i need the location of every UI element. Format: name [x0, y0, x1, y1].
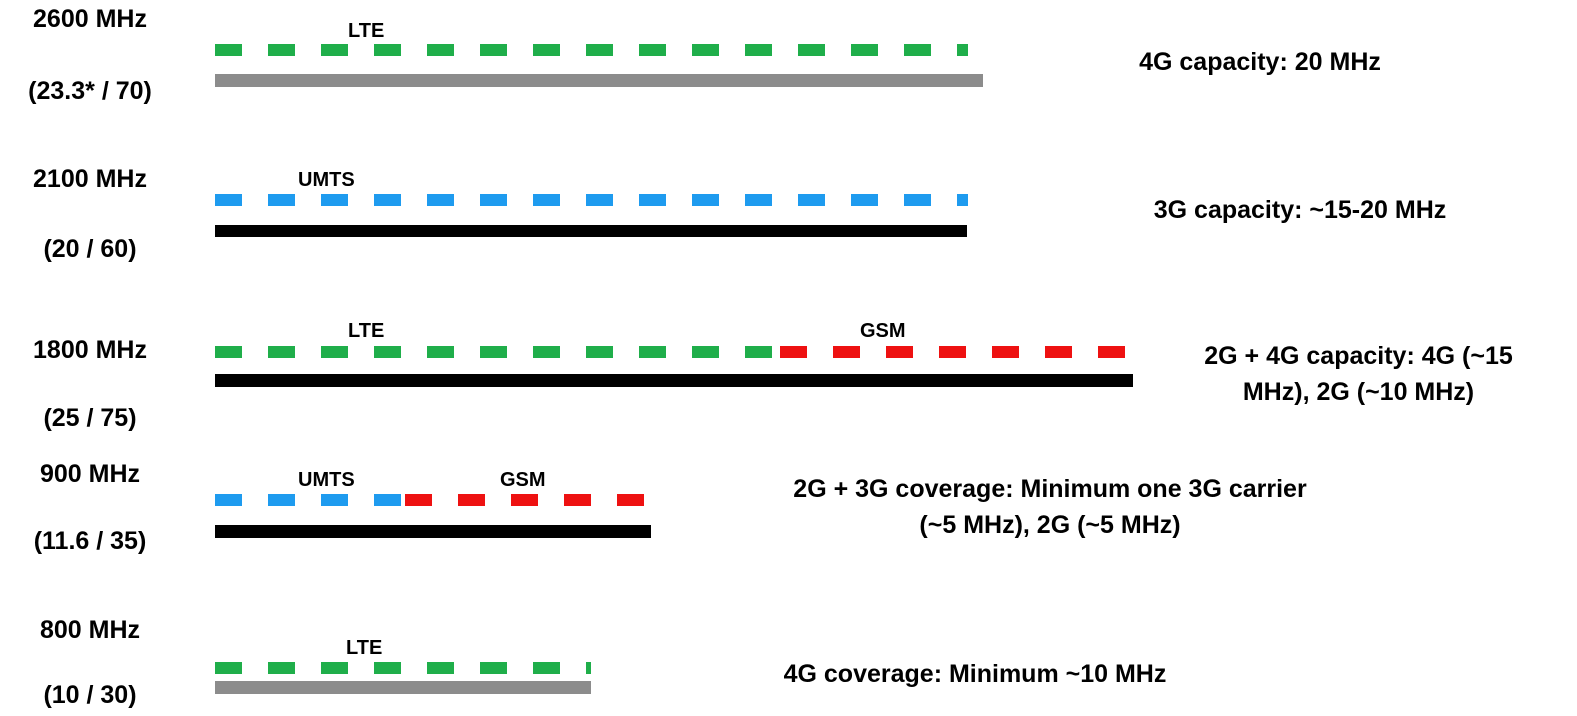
dashed-carrier-umts-segment	[268, 494, 295, 506]
dashed-carrier-lte-segment	[798, 44, 825, 56]
dashed-carrier-gsm-segment	[939, 346, 966, 358]
dashed-carrier-lte-segment	[533, 662, 560, 674]
dashed-carrier-lte-segment	[321, 44, 348, 56]
spectrum-bar	[215, 525, 651, 538]
dashed-carrier-lte-segment	[321, 662, 348, 674]
dashed-carrier-lte-segment	[586, 662, 591, 674]
dashed-carrier-lte-segment	[533, 346, 560, 358]
dashed-carrier-umts-segment	[904, 194, 931, 206]
dashed-carrier-gsm-segment	[833, 346, 860, 358]
tech-label-umts: UMTS	[298, 469, 355, 491]
tech-label-umts: UMTS	[298, 169, 355, 191]
dashed-carrier-lte-segment	[480, 346, 507, 358]
dashed-carrier-lte-segment	[480, 44, 507, 56]
dashed-carrier-umts-segment	[427, 194, 454, 206]
tech-label-lte: LTE	[346, 637, 383, 659]
band-frequency-label: 2100 MHz	[33, 165, 147, 193]
band-holding-label: (10 / 30)	[43, 681, 137, 709]
dashed-carrier-gsm-segment	[780, 346, 807, 358]
dashed-carrier-lte-segment	[745, 44, 772, 56]
dashed-carrier-umts-segment	[586, 194, 613, 206]
dashed-carrier-umts-segment	[215, 494, 242, 506]
band-frequency-label: 1800 MHz	[33, 336, 147, 364]
band-description-line: 3G capacity: ~15-20 MHz	[1153, 196, 1447, 224]
dashed-carrier-umts-segment	[321, 494, 348, 506]
band-description-line: (~5 MHz), 2G (~5 MHz)	[919, 511, 1181, 539]
dashed-carrier-gsm-segment	[992, 346, 1019, 358]
dashed-carrier-gsm-segment	[1098, 346, 1125, 358]
dashed-carrier-gsm-segment	[405, 494, 432, 506]
dashed-carrier-lte-segment	[215, 346, 242, 358]
dashed-carrier-gsm-segment	[458, 494, 485, 506]
tech-label-gsm: GSM	[500, 469, 546, 491]
dashed-carrier-lte-segment	[215, 662, 242, 674]
dashed-carrier-lte-segment	[215, 44, 242, 56]
tech-label-lte: LTE	[348, 20, 385, 42]
band-holding-label: (11.6 / 35)	[33, 527, 147, 555]
dashed-carrier-umts-segment	[798, 194, 825, 206]
band-frequency-label: 2600 MHz	[33, 5, 147, 33]
band-description: 2G + 3G coverage: Minimum one 3G carrier…	[690, 471, 1410, 543]
dashed-carrier-lte-segment	[427, 44, 454, 56]
dashed-carrier-lte-segment	[745, 346, 772, 358]
band-description: 4G capacity: 20 MHz	[1040, 44, 1480, 80]
band-holding-label: (25 / 75)	[43, 404, 137, 432]
tech-label-lte: LTE	[348, 320, 385, 342]
dashed-carrier-lte-segment	[427, 346, 454, 358]
dashed-carrier-umts-segment	[533, 194, 560, 206]
dashed-carrier-gsm-segment	[1045, 346, 1072, 358]
band-description-line: 4G coverage: Minimum ~10 MHz	[783, 660, 1167, 688]
band-description-line: MHz), 2G (~10 MHz)	[1242, 378, 1475, 406]
dashed-carrier-umts-segment	[639, 194, 666, 206]
dashed-carrier-lte-segment	[851, 44, 878, 56]
dashed-carrier-lte-segment	[268, 44, 295, 56]
band-description-line: 2G + 3G coverage: Minimum one 3G carrier	[793, 475, 1307, 503]
dashed-carrier-umts-segment	[215, 194, 242, 206]
dashed-carrier-lte-segment	[692, 346, 719, 358]
dashed-carrier-umts-segment	[692, 194, 719, 206]
dashed-carrier-lte-segment	[692, 44, 719, 56]
dashed-carrier-lte-segment	[374, 662, 401, 674]
dashed-carrier-gsm-segment	[511, 494, 538, 506]
dashed-carrier-gsm-segment	[886, 346, 913, 358]
dashed-carrier-lte-segment	[374, 44, 401, 56]
dashed-carrier-lte-segment	[639, 346, 666, 358]
dashed-carrier-umts-segment	[374, 494, 401, 506]
tech-label-gsm: GSM	[860, 320, 906, 342]
dashed-carrier-umts-segment	[745, 194, 772, 206]
dashed-carrier-lte-segment	[639, 44, 666, 56]
spectrum-bar	[215, 74, 983, 87]
dashed-carrier-gsm-segment	[564, 494, 591, 506]
dashed-carrier-umts-segment	[957, 194, 968, 206]
dashed-carrier-lte-segment	[586, 346, 613, 358]
band-description: 2G + 4G capacity: 4G (~15 MHz), 2G (~10 …	[1140, 338, 1577, 410]
dashed-carrier-lte-segment	[904, 44, 931, 56]
band-description: 4G coverage: Minimum ~10 MHz	[700, 656, 1250, 692]
spectrum-bar	[215, 374, 1133, 387]
dashed-carrier-lte-segment	[533, 44, 560, 56]
band-frequency-label: 800 MHz	[39, 616, 141, 644]
dashed-carrier-umts-segment	[268, 194, 295, 206]
band-holding-label: (23.3* / 70)	[28, 77, 152, 105]
dashed-carrier-lte-segment	[268, 662, 295, 674]
band-description: 3G capacity: ~15-20 MHz	[1080, 192, 1520, 228]
dashed-carrier-umts-segment	[321, 194, 348, 206]
band-frequency-label: 900 MHz	[39, 460, 141, 488]
dashed-carrier-umts-segment	[851, 194, 878, 206]
spectrum-bar	[215, 681, 591, 694]
dashed-carrier-lte-segment	[586, 44, 613, 56]
dashed-carrier-umts-segment	[374, 194, 401, 206]
dashed-carrier-lte-segment	[957, 44, 968, 56]
band-description-line: 2G + 4G capacity: 4G (~15	[1204, 342, 1513, 370]
dashed-carrier-gsm-segment	[617, 494, 644, 506]
dashed-carrier-umts-segment	[480, 194, 507, 206]
band-description-line: 4G capacity: 20 MHz	[1139, 48, 1381, 76]
band-holding-label: (20 / 60)	[43, 235, 137, 263]
dashed-carrier-lte-segment	[374, 346, 401, 358]
dashed-carrier-lte-segment	[480, 662, 507, 674]
dashed-carrier-lte-segment	[427, 662, 454, 674]
dashed-carrier-lte-segment	[321, 346, 348, 358]
spectrum-bar	[215, 225, 967, 237]
dashed-carrier-lte-segment	[268, 346, 295, 358]
